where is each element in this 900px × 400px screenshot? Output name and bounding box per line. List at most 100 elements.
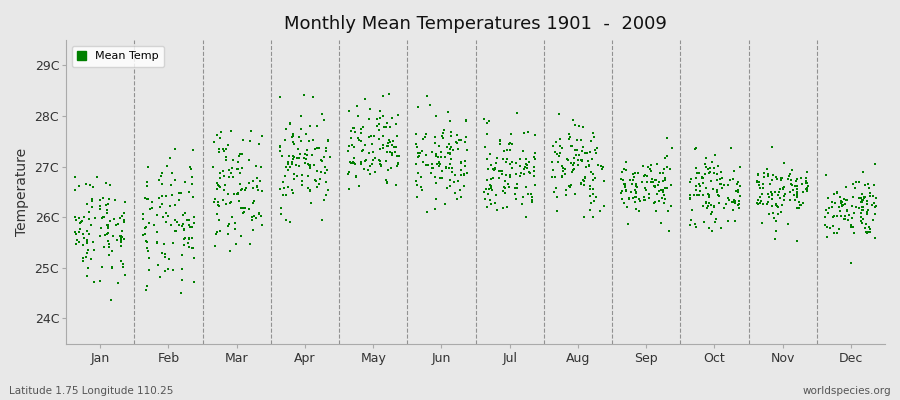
Point [855,207,869,214]
Point [212,216,226,223]
Point [657,200,671,206]
Point [615,196,629,202]
Point [354,159,368,165]
Point [588,175,602,181]
Point [706,165,721,171]
Point [213,170,228,176]
Point [164,222,178,228]
Point [428,140,443,146]
Point [231,191,246,198]
Point [568,190,582,197]
Point [760,199,775,206]
Point [629,206,643,212]
Point [283,164,297,170]
Point [302,165,317,171]
Point [561,157,575,164]
Point [838,213,852,220]
Point [517,171,531,177]
Point [503,147,517,154]
Point [410,154,425,160]
Point [208,196,222,202]
Point [153,203,167,210]
Point [438,154,453,160]
Point [593,208,608,214]
Point [444,144,458,151]
Point [136,232,150,238]
Point [78,180,93,187]
Point [304,200,319,206]
Point [755,191,770,198]
Point [756,201,770,208]
Point [314,169,328,176]
Point [246,185,260,192]
Point [631,170,645,177]
Point [733,164,747,170]
Point [101,225,115,232]
Point [564,143,579,149]
Point [340,148,355,154]
Point [71,229,86,236]
Point [172,190,186,196]
Point [314,158,328,164]
Point [790,194,805,200]
Point [231,198,246,205]
Point [450,132,464,138]
Point [793,202,807,208]
Point [580,158,595,164]
Point [478,196,492,202]
Point [218,182,232,188]
Point [637,172,652,178]
Point [250,182,265,189]
Point [141,220,156,226]
Point [691,192,706,198]
Point [342,143,356,150]
Point [801,182,815,189]
Point [660,152,674,159]
Point [549,139,563,145]
Point [559,192,573,198]
Point [255,133,269,139]
Point [726,199,741,206]
Point [721,181,735,188]
Point [684,176,698,182]
Point [567,122,581,128]
Point [354,130,368,136]
Point [410,130,424,137]
Point [637,197,652,203]
Point [866,192,880,199]
Point [868,210,882,217]
Point [292,134,306,140]
Point [303,187,318,193]
Point [800,186,814,193]
Point [552,111,566,118]
Point [709,216,724,222]
Point [82,209,96,216]
Point [837,196,851,203]
Point [563,182,578,188]
Point [727,197,742,203]
Point [141,255,156,261]
Point [512,163,526,170]
Point [212,174,227,181]
Point [502,140,517,146]
Point [244,128,258,134]
Point [418,152,433,158]
Point [697,203,711,210]
Point [105,264,120,270]
Point [781,176,796,182]
Point [697,219,711,225]
Point [389,144,403,150]
Point [375,92,390,99]
Point [777,160,791,166]
Point [753,198,768,204]
Point [320,192,334,198]
Point [629,181,643,187]
Point [702,170,716,176]
Point [386,138,400,144]
Point [527,182,542,188]
Point [500,181,515,188]
Point [72,215,86,222]
Point [159,210,174,216]
Point [827,230,842,236]
Point [492,168,507,174]
